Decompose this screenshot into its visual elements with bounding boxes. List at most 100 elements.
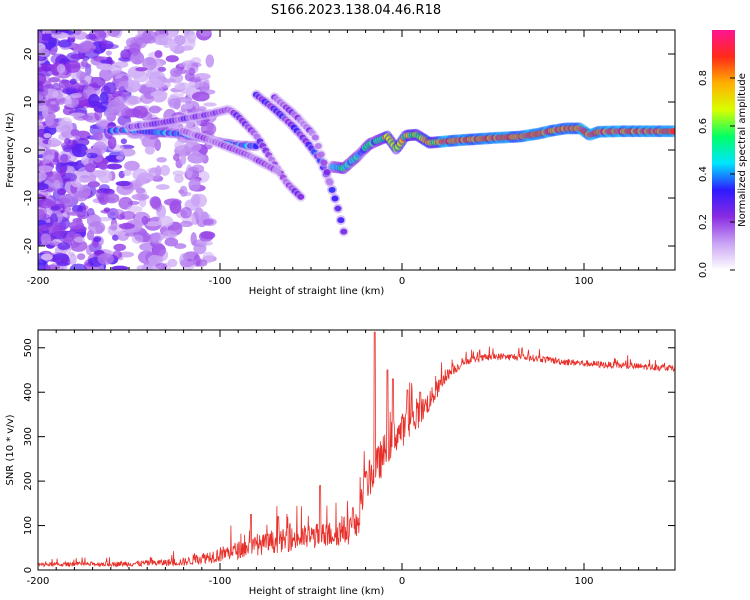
spectrogram-ridge-point (273, 167, 281, 174)
spectrogram-blob (66, 231, 78, 240)
spectrogram-blob (99, 68, 113, 82)
spectrogram-blob (118, 222, 135, 230)
spectrogram-blob (179, 185, 188, 197)
spectrogram-blob (103, 111, 115, 117)
spectrogram-blob (78, 79, 89, 91)
spectrogram-blob (38, 91, 46, 102)
spectrogram-x-tick-label: -200 (27, 276, 50, 287)
snr-y-tick-label: 500 (23, 338, 34, 357)
spectrogram-blob (38, 182, 49, 191)
spectrogram-blob (56, 63, 66, 74)
spectrogram-blob (98, 184, 110, 192)
spectrogram-blob (38, 208, 45, 220)
spectrogram-blob (155, 184, 170, 190)
spectrogram-blob (119, 148, 136, 157)
colorbar-gradient (712, 30, 735, 270)
spectrogram-blob (103, 207, 111, 213)
spectrogram-blob (114, 231, 126, 236)
spectrogram-blob (113, 61, 129, 68)
spectrogram-blob (106, 163, 123, 170)
spectrogram-blob (173, 34, 186, 46)
snr-x-tick-label: -100 (209, 576, 232, 587)
spectrogram-blob (145, 221, 162, 227)
spectrogram-ridge-point (311, 134, 319, 141)
spectrogram-blob (129, 42, 141, 56)
spectrogram-blob (126, 205, 143, 213)
spectrogram-blob (174, 140, 185, 151)
snr-chart: -200 -100 0 100 0 100 200 300 400 500 Height of st… (5, 329, 676, 597)
spectrogram-blob (58, 79, 69, 89)
spectrogram-x-axis-label: Height of straight line (km) (249, 286, 385, 297)
spectrogram-blob (88, 180, 99, 189)
spectrogram-blob (133, 71, 149, 83)
spectrogram-blob (38, 48, 50, 57)
spectrogram-blob (124, 160, 140, 171)
spectrogram-blob (49, 105, 61, 112)
spectrogram-blob (104, 193, 120, 204)
spectrogram-blob (71, 143, 89, 158)
spectrogram-blob (69, 225, 88, 233)
snr-y-tick-label: 300 (23, 427, 34, 446)
spectrogram-y-tick-label: 0 (23, 147, 34, 153)
spectrogram-blob (43, 132, 52, 139)
spectrogram-blob (40, 233, 52, 246)
snr-x-tick-label: 100 (574, 576, 593, 587)
spectrogram-blob (78, 175, 92, 183)
spectrogram-blob (137, 172, 154, 183)
spectrogram-blob (106, 30, 121, 37)
spectrogram-blob (202, 218, 214, 226)
spectrogram-blob (115, 180, 131, 187)
spectrogram-x-tick-label: 100 (574, 276, 593, 287)
spectrogram-blob (135, 187, 146, 194)
snr-x-tick-label: -200 (27, 576, 50, 587)
spectrogram-blob (48, 77, 61, 83)
spectrogram-blob (38, 105, 48, 112)
spectrogram-blob (52, 224, 66, 238)
spectrogram-blob (200, 231, 216, 240)
spectrogram-blob (158, 215, 174, 227)
spectrogram-blob (103, 82, 117, 95)
spectrogram-blob (152, 231, 163, 245)
spectrogram-blob (44, 264, 61, 270)
spectrogram-ridge-point (331, 195, 339, 202)
spectrogram-blob (114, 78, 129, 91)
spectrogram-blob (44, 116, 55, 127)
snr-x-tick-label: 0 (399, 576, 405, 587)
figure-title: S166.2023.138.04.46.R18 (271, 3, 441, 18)
spectrogram-blob (62, 144, 73, 153)
spectrogram-blob (186, 164, 193, 179)
spectrogram-blob (70, 129, 80, 137)
spectrogram-blob (193, 73, 211, 80)
spectrogram-blob (107, 99, 125, 114)
spectrogram-blob (188, 178, 201, 191)
spectrogram-blob (73, 190, 89, 202)
spectrogram-blob (120, 138, 128, 145)
spectrogram-blob (156, 157, 167, 163)
spectrogram-y-axis-label: Frequency (Hz) (5, 112, 16, 188)
spectrogram-blob (184, 103, 193, 110)
spectrogram-blob (159, 165, 171, 176)
spectrogram-blob (131, 193, 150, 201)
spectrogram-blob (76, 69, 83, 80)
spectrogram-blob (198, 106, 207, 111)
spectrogram-blob (190, 232, 197, 246)
snr-y-tick-label: 200 (23, 472, 34, 491)
spectrogram-blob (173, 153, 180, 162)
spectrogram-blob (180, 98, 193, 104)
spectrogram-blob (38, 115, 44, 122)
spectrogram-blob (169, 38, 176, 52)
snr-y-tick-label: 100 (23, 516, 34, 535)
spectrogram-ridge-point (297, 193, 305, 200)
spectrogram-blob (64, 60, 81, 73)
spectrogram-blob (145, 81, 152, 88)
spectrogram-blob (155, 263, 168, 270)
spectrogram-blob (180, 220, 193, 228)
spectrogram-blob (57, 39, 72, 48)
colorbar-label: Normalized spectral amplitude (737, 73, 748, 227)
spectrogram-blob (203, 102, 217, 107)
spectrogram-blob (131, 234, 144, 244)
spectrogram-blob (180, 206, 192, 219)
spectrogram-blob (184, 37, 196, 50)
spectrogram-blob (107, 136, 117, 150)
spectrogram-blob (162, 229, 177, 240)
